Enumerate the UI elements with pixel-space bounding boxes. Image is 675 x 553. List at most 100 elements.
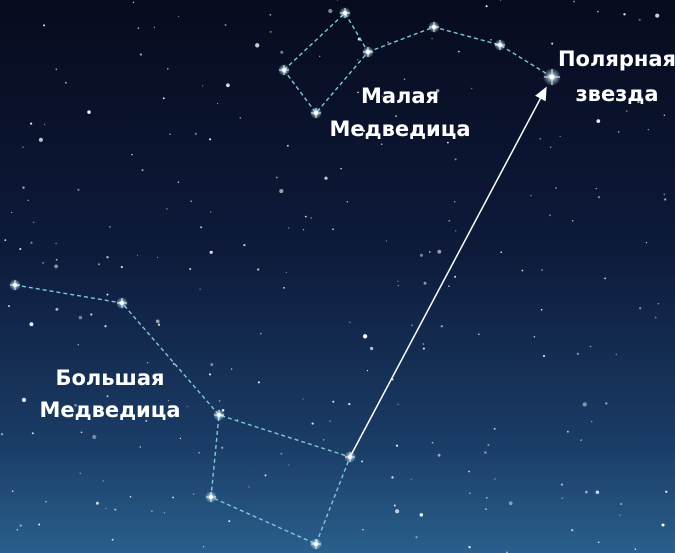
star [154,27,155,28]
star [80,473,81,474]
star [42,262,44,264]
star-core [549,74,554,79]
star [81,431,83,433]
star [550,147,552,149]
star [437,250,441,254]
star [597,11,598,12]
star [44,124,45,125]
star-core [217,413,221,417]
star [20,525,22,527]
constellation-star [213,409,225,421]
star [138,27,140,29]
star [65,82,67,84]
star [469,492,471,494]
star [270,14,272,16]
star-core [282,68,286,72]
label-line: звезда [575,82,658,106]
star-core [348,455,352,459]
star [605,402,608,405]
star [147,362,148,363]
star [288,227,290,229]
star [411,479,412,480]
star [664,198,666,200]
star [103,480,104,481]
constellation-star [339,7,351,19]
star [225,24,227,26]
star [87,110,90,113]
constellation-star [116,297,128,309]
star [598,196,600,198]
star [509,501,513,505]
star [561,484,563,486]
star [626,110,627,111]
star [55,68,57,70]
star [423,348,425,350]
star [121,266,123,268]
star-core [209,495,213,499]
star [415,536,417,538]
star [323,439,324,440]
star [620,503,622,505]
star [55,308,58,311]
star [279,189,283,193]
star [202,85,203,86]
star [32,432,34,434]
star [157,257,158,258]
star [156,319,160,323]
star [572,220,573,221]
star [303,229,304,230]
star [287,145,289,147]
star [583,402,587,406]
star [221,447,223,449]
star [616,354,617,355]
star [471,88,472,89]
star [658,303,659,304]
constellation-star [362,46,374,58]
star [367,370,368,371]
label-line: Большая [55,366,164,390]
constellation-star [344,451,356,463]
star [494,478,495,479]
star [1,433,3,435]
star [541,309,543,311]
star [209,373,211,375]
constellation-star [205,491,217,503]
star [33,222,35,224]
star [54,265,58,269]
star [163,97,165,99]
star [210,251,213,254]
star [420,513,423,516]
star [447,142,449,144]
star [571,529,573,531]
star [349,322,350,323]
star [478,333,480,335]
star [178,181,180,183]
star [655,14,659,18]
star-core [314,542,318,546]
star [486,497,488,499]
star [142,169,144,171]
constellation-star [9,279,21,291]
star [438,454,441,457]
star [581,439,582,440]
star [312,423,314,425]
star [106,256,108,258]
star [203,546,204,547]
star [180,438,181,439]
star [151,510,153,512]
star [43,24,45,26]
star [112,539,114,541]
star [209,138,211,140]
star [210,363,213,366]
star [193,493,195,495]
star [106,395,108,397]
star [604,278,606,280]
star [140,53,142,55]
star [549,214,551,216]
star [276,177,278,179]
star [585,491,588,494]
star [258,381,260,383]
star [655,317,657,319]
star [396,445,398,447]
star [394,504,396,506]
